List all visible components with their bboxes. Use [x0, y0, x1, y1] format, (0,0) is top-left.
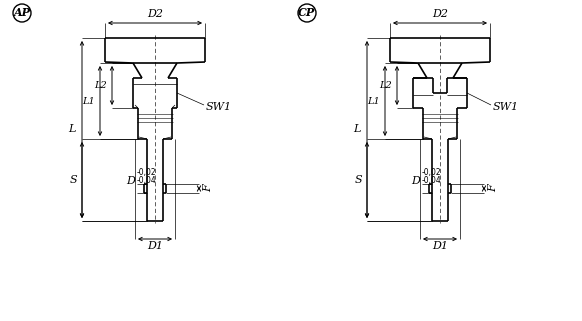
Text: L2: L2	[379, 81, 392, 90]
Text: F: F	[203, 185, 213, 192]
Text: CP: CP	[299, 7, 315, 19]
Text: SW1: SW1	[493, 102, 519, 112]
Text: D2: D2	[432, 9, 448, 19]
Text: -0,02: -0,02	[422, 168, 442, 177]
Text: S: S	[69, 175, 77, 185]
Text: D2: D2	[147, 9, 163, 19]
Text: SW1: SW1	[206, 102, 232, 112]
Text: L: L	[69, 125, 76, 134]
Text: L1: L1	[367, 97, 380, 106]
Text: -0,02: -0,02	[137, 168, 157, 177]
Text: L: L	[354, 125, 361, 134]
Text: -0,04: -0,04	[422, 176, 442, 185]
Text: D: D	[411, 176, 420, 186]
Text: D1: D1	[432, 241, 448, 251]
Text: D1: D1	[147, 241, 163, 251]
Text: L2: L2	[94, 81, 107, 90]
Text: S: S	[354, 175, 362, 185]
Text: AP: AP	[13, 7, 30, 19]
Text: L1: L1	[82, 97, 95, 106]
Text: -0,04: -0,04	[137, 176, 157, 185]
Text: F: F	[488, 185, 498, 192]
Text: D: D	[126, 176, 135, 186]
